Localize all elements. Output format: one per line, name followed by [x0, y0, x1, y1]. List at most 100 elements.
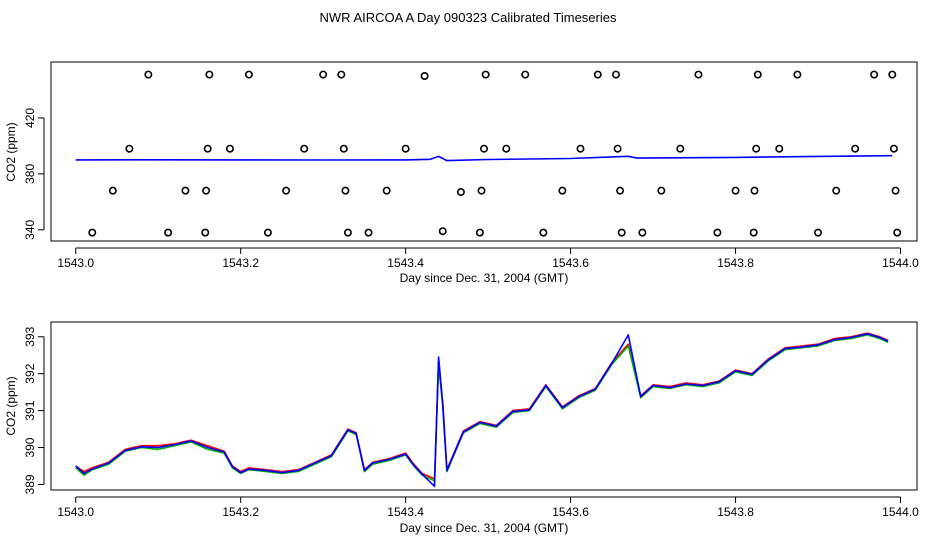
top-calibration-point — [337, 70, 346, 79]
top-calibration-point — [244, 70, 253, 79]
bottom-y-axis-label: CO2 (ppm) — [4, 376, 18, 435]
top-calibration-point — [731, 186, 740, 195]
top-calibration-point — [319, 70, 328, 79]
bottom-x-tick-label: 1543.4 — [387, 505, 424, 519]
bottom-series-red — [75, 332, 889, 480]
top-series-blue — [75, 154, 893, 162]
top-calibration-point — [475, 228, 484, 237]
top-panel: 1543.0 1543.2 1543.4 1543.6 1543.8 1544.0 340… — [4, 61, 919, 285]
top-calibration-point — [438, 227, 447, 236]
top-calibration-point — [364, 228, 373, 237]
top-calibration-point — [300, 144, 309, 153]
bottom-y-axis: 389 390 391 392 393 — [23, 326, 45, 494]
top-y-axis-label: CO2 (ppm) — [4, 122, 18, 181]
bottom-series — [75, 332, 889, 488]
figure-title: NWR AIRCOA A Day 090323 Calibrated Times… — [320, 10, 617, 25]
top-calibration-point — [593, 70, 602, 79]
bottom-x-tick-label: 1544.0 — [882, 505, 919, 519]
bottom-plot-frame — [50, 321, 918, 491]
top-calibration-point — [752, 144, 761, 153]
top-calibration-point — [814, 228, 823, 237]
top-calibration-point — [613, 144, 622, 153]
top-series — [75, 154, 893, 162]
top-y-tick-label: 380 — [23, 164, 37, 184]
bottom-x-tick-label: 1543.2 — [222, 505, 259, 519]
top-calibration-point — [420, 71, 429, 80]
top-calibration-point — [479, 144, 488, 153]
bottom-x-axis: 1543.0 1543.2 1543.4 1543.6 1543.8 1544.0 — [57, 496, 919, 519]
top-calibration-point — [539, 228, 548, 237]
top-calibration-point — [341, 186, 350, 195]
top-calibration-point — [164, 228, 173, 237]
top-calibration-point — [203, 144, 212, 153]
top-calibration-point — [558, 186, 567, 195]
top-calibration-point — [521, 70, 530, 79]
top-calibration-point — [694, 70, 703, 79]
top-x-tick-label: 1544.0 — [882, 256, 919, 270]
top-x-tick-label: 1543.8 — [717, 256, 754, 270]
top-calibration-point — [793, 70, 802, 79]
top-calibration-point — [502, 144, 511, 153]
top-calibration-point — [611, 70, 620, 79]
top-plot-frame — [50, 61, 918, 242]
top-calibration-point — [225, 144, 234, 153]
top-calibration-point — [201, 228, 210, 237]
top-calibration-point — [477, 186, 486, 195]
top-x-axis: 1543.0 1543.2 1543.4 1543.6 1543.8 1544.0 — [57, 247, 919, 270]
top-x-tick-label: 1543.4 — [387, 256, 424, 270]
top-calibration-point — [889, 144, 898, 153]
bottom-y-tick-label: 391 — [23, 400, 37, 420]
top-calibration-point — [456, 188, 465, 197]
top-calibration-point — [88, 228, 97, 237]
top-calibration-point — [202, 186, 211, 195]
top-calibration-point — [263, 228, 272, 237]
top-x-tick-label: 1543.0 — [57, 256, 94, 270]
top-x-tick-label: 1543.6 — [552, 256, 589, 270]
top-calibration-point — [617, 228, 626, 237]
top-calibration-point — [382, 186, 391, 195]
top-calibration-point — [125, 144, 134, 153]
top-calibration-points — [88, 70, 902, 237]
bottom-y-tick-label: 390 — [23, 437, 37, 457]
top-calibration-point — [851, 144, 860, 153]
top-calibration-point — [481, 70, 490, 79]
top-calibration-point — [775, 144, 784, 153]
bottom-series-green — [75, 334, 889, 482]
top-calibration-point — [205, 70, 214, 79]
top-calibration-point — [832, 186, 841, 195]
top-calibration-point — [108, 186, 117, 195]
bottom-y-tick-label: 389 — [23, 474, 37, 494]
bottom-x-tick-label: 1543.6 — [552, 505, 589, 519]
bottom-series-blue — [75, 332, 889, 488]
top-x-tick-label: 1543.2 — [222, 256, 259, 270]
top-y-tick-label: 340 — [23, 219, 37, 239]
bottom-y-tick-label: 392 — [23, 363, 37, 383]
top-calibration-point — [753, 70, 762, 79]
top-calibration-point — [749, 228, 758, 237]
top-calibration-point — [713, 228, 722, 237]
top-y-tick-label: 420 — [23, 108, 37, 128]
top-y-axis: 340 380 420 — [23, 108, 45, 240]
top-calibration-point — [181, 186, 190, 195]
top-calibration-point — [888, 70, 897, 79]
top-calibration-point — [638, 228, 647, 237]
top-calibration-point — [401, 144, 410, 153]
top-calibration-point — [870, 70, 879, 79]
top-x-axis-label: Day since Dec. 31, 2004 (GMT) — [400, 271, 569, 285]
bottom-x-tick-label: 1543.8 — [717, 505, 754, 519]
top-calibration-point — [891, 186, 900, 195]
top-calibration-point — [282, 186, 291, 195]
bottom-x-tick-label: 1543.0 — [57, 505, 94, 519]
top-calibration-point — [144, 70, 153, 79]
top-calibration-point — [576, 144, 585, 153]
top-calibration-point — [616, 186, 625, 195]
top-calibration-point — [750, 186, 759, 195]
top-calibration-point — [657, 186, 666, 195]
bottom-panel: 1543.0 1543.2 1543.4 1543.6 1543.8 1544.0 389… — [4, 321, 919, 535]
top-calibration-point — [339, 144, 348, 153]
top-calibration-point — [343, 228, 352, 237]
bottom-x-axis-label: Day since Dec. 31, 2004 (GMT) — [400, 521, 569, 535]
top-calibration-point — [676, 144, 685, 153]
top-calibration-point — [893, 228, 902, 237]
